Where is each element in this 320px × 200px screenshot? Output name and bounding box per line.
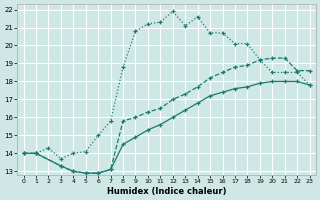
X-axis label: Humidex (Indice chaleur): Humidex (Indice chaleur) bbox=[107, 187, 226, 196]
